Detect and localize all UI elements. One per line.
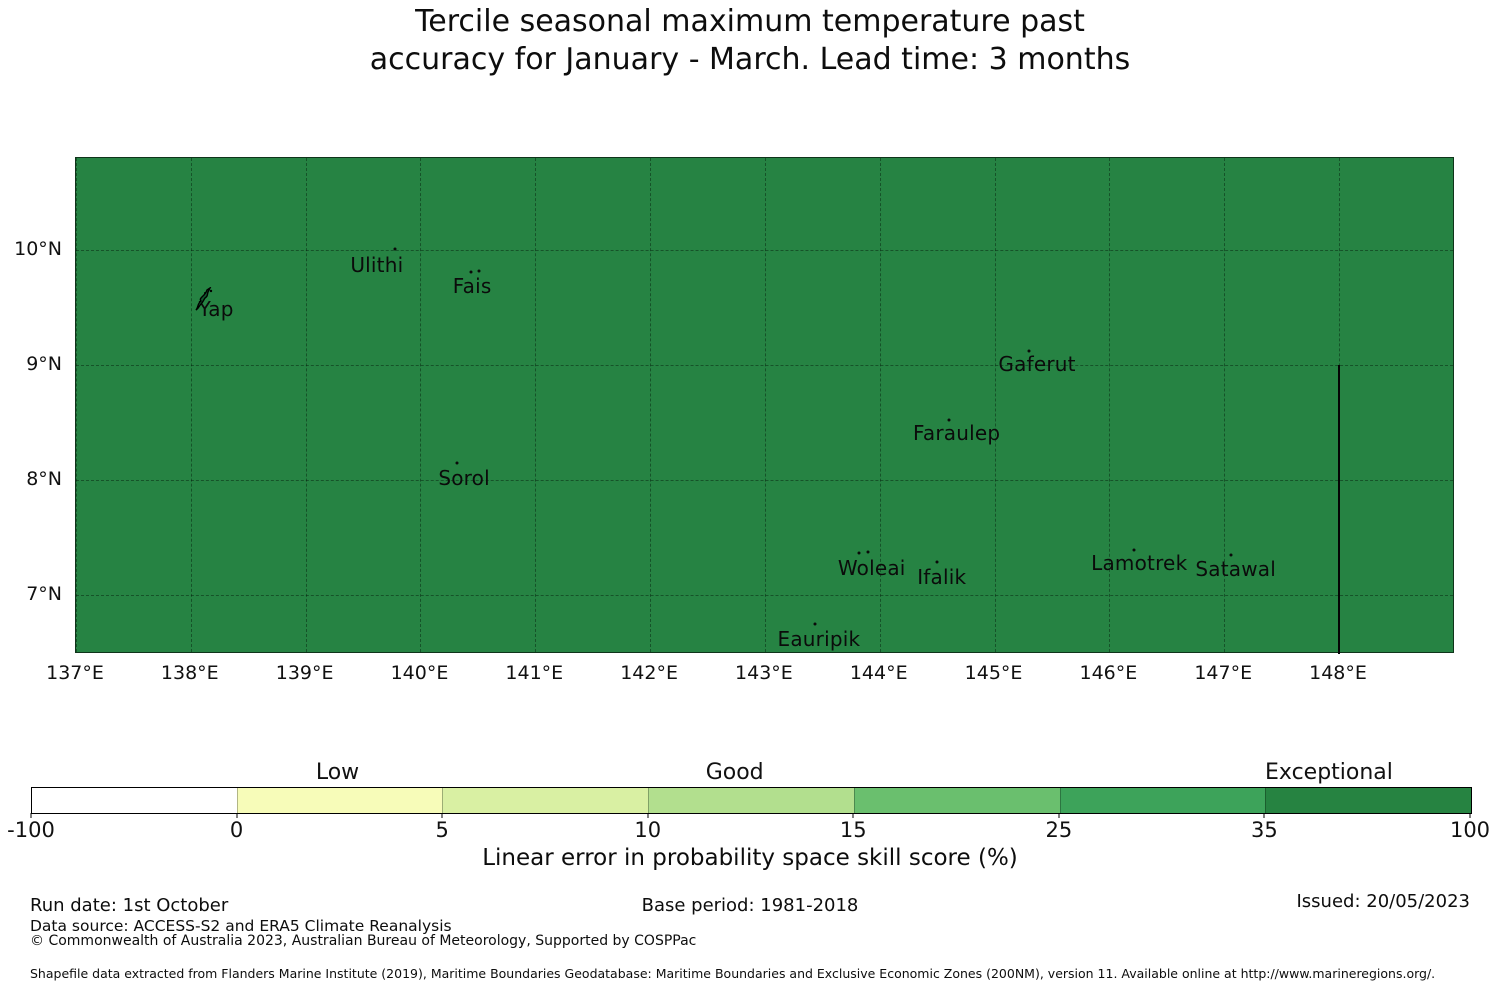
figure-title: Tercile seasonal maximum temperature pas… bbox=[0, 3, 1500, 79]
footer-base-period: Base period: 1981-2018 bbox=[641, 895, 859, 916]
island-dot bbox=[947, 418, 951, 422]
longitude-tick-label: 145°E bbox=[964, 662, 1023, 684]
figure-title-line2: accuracy for January - March. Lead time:… bbox=[369, 42, 1131, 77]
colorbar-tick-mark bbox=[647, 813, 649, 818]
colorbar-tick-mark bbox=[236, 813, 238, 818]
figure-title-line1: Tercile seasonal maximum temperature pas… bbox=[415, 4, 1085, 39]
map-canvas: Yap Ulithi Fais Sorol Gaferut Faraulep Woleai I… bbox=[75, 157, 1454, 654]
colorbar-tick-mark bbox=[1469, 813, 1471, 818]
island-label: Ulithi bbox=[350, 253, 404, 278]
colorbar-tick-mark bbox=[1263, 813, 1265, 818]
island-label: Lamotrek bbox=[1091, 551, 1188, 576]
longitude-tick-label: 148°E bbox=[1309, 662, 1367, 684]
meridian-gridline bbox=[76, 158, 77, 652]
island-label: Yap bbox=[198, 296, 234, 321]
longitude-tick-label: 137°E bbox=[46, 662, 104, 684]
meridian-gridline bbox=[1224, 158, 1226, 652]
meridian-gridline bbox=[764, 158, 766, 652]
meridian-gridline bbox=[879, 158, 881, 652]
colorbar-bar bbox=[31, 787, 1472, 814]
colorbar-segment bbox=[853, 788, 1060, 813]
parallel-gridline bbox=[76, 365, 1453, 367]
colorbar-tick-mark bbox=[852, 813, 854, 818]
meridian-gridline bbox=[535, 158, 537, 652]
meridian-gridline bbox=[420, 158, 422, 652]
longitude-tick-label: 141°E bbox=[505, 662, 564, 684]
colorbar-category-label: Good bbox=[705, 760, 764, 785]
eez-boundary-line bbox=[1338, 365, 1341, 654]
island-dot bbox=[935, 560, 939, 564]
colorbar-tick-label: 35 bbox=[1251, 818, 1278, 842]
colorbar-tick-label: 10 bbox=[634, 818, 662, 842]
parallel-gridline bbox=[76, 595, 1453, 597]
latitude-tick-label: 7°N bbox=[26, 583, 62, 606]
latitude-tick-label: 10°N bbox=[14, 238, 62, 261]
island-label: Ifalik bbox=[917, 564, 967, 589]
island-label: Woleai bbox=[837, 555, 906, 580]
island-dot bbox=[1229, 553, 1233, 557]
island-dot bbox=[1132, 548, 1135, 552]
footer-issued-date: Issued: 20/05/2023 bbox=[1296, 891, 1470, 912]
island-dot bbox=[469, 270, 473, 274]
island-label: Fais bbox=[452, 273, 492, 298]
footer-data-source: Data source: ACCESS-S2 and ERA5 Climate … bbox=[30, 917, 452, 935]
island-dot bbox=[857, 551, 861, 555]
footer-copyright: © Commonwealth of Australia 2023, Austra… bbox=[30, 933, 697, 949]
colorbar-segment bbox=[32, 788, 237, 813]
longitude-tick-label: 146°E bbox=[1079, 662, 1138, 684]
island-dot bbox=[813, 622, 817, 626]
meridian-gridline bbox=[190, 158, 192, 652]
island-label: Sorol bbox=[438, 465, 490, 490]
footer-run-date: Run date: 1st October bbox=[30, 895, 229, 916]
parallel-gridline bbox=[76, 250, 1453, 252]
island-dot bbox=[393, 247, 397, 251]
island-label: Faraulep bbox=[913, 421, 1001, 446]
colorbar: -100 0 5 10 15 25 35 100 Low Good Exceptional bbox=[7, 758, 1490, 858]
colorbar-tick-mark bbox=[1058, 813, 1060, 818]
latitude-tick-label: 9°N bbox=[26, 353, 62, 376]
meridian-gridline bbox=[305, 158, 307, 652]
colorbar-segment bbox=[442, 788, 649, 813]
longitude-tick-label: 140°E bbox=[390, 662, 449, 684]
colorbar-category-label: Low bbox=[315, 760, 360, 785]
footer-shapefile-attribution: Shapefile data extracted from Flanders M… bbox=[30, 966, 1436, 981]
island-dot bbox=[866, 550, 870, 554]
colorbar-tick-label: 5 bbox=[435, 818, 449, 842]
longitude-tick-label: 138°E bbox=[160, 662, 219, 684]
longitude-tick-label: 144°E bbox=[849, 662, 908, 684]
colorbar-tick-mark bbox=[30, 813, 32, 818]
colorbar-tick-label: -100 bbox=[7, 818, 55, 842]
colorbar-segment bbox=[648, 788, 854, 813]
meridian-gridline bbox=[994, 158, 996, 652]
island-dot bbox=[455, 461, 459, 465]
colorbar-tick-label: 0 bbox=[229, 818, 244, 842]
colorbar-segment bbox=[236, 788, 443, 813]
colorbar-segment bbox=[1265, 788, 1472, 813]
colorbar-category-label: Exceptional bbox=[1265, 760, 1393, 785]
colorbar-tick-label: 100 bbox=[1449, 818, 1491, 842]
longitude-tick-label: 142°E bbox=[620, 662, 678, 684]
latitude-tick-label: 8°N bbox=[26, 468, 62, 491]
longitude-tick-label: 139°E bbox=[275, 662, 334, 684]
colorbar-segment bbox=[1059, 788, 1266, 813]
colorbar-caption: Linear error in probability space skill … bbox=[482, 845, 1018, 871]
colorbar-tick-mark bbox=[441, 813, 443, 818]
island-label: Eauripik bbox=[777, 627, 861, 652]
island-dot bbox=[1027, 349, 1031, 353]
yap-island-shape bbox=[193, 285, 215, 313]
island-label: Gaferut bbox=[998, 351, 1076, 376]
colorbar-tick-label: 15 bbox=[839, 818, 867, 842]
longitude-tick-label: 143°E bbox=[735, 662, 793, 684]
parallel-gridline bbox=[76, 480, 1453, 482]
longitude-tick-label: 147°E bbox=[1194, 662, 1253, 684]
island-label: Satawal bbox=[1195, 556, 1276, 581]
island-dot bbox=[477, 269, 481, 273]
meridian-gridline bbox=[1109, 158, 1111, 652]
meridian-gridline bbox=[650, 158, 652, 652]
colorbar-tick-label: 25 bbox=[1045, 818, 1073, 842]
